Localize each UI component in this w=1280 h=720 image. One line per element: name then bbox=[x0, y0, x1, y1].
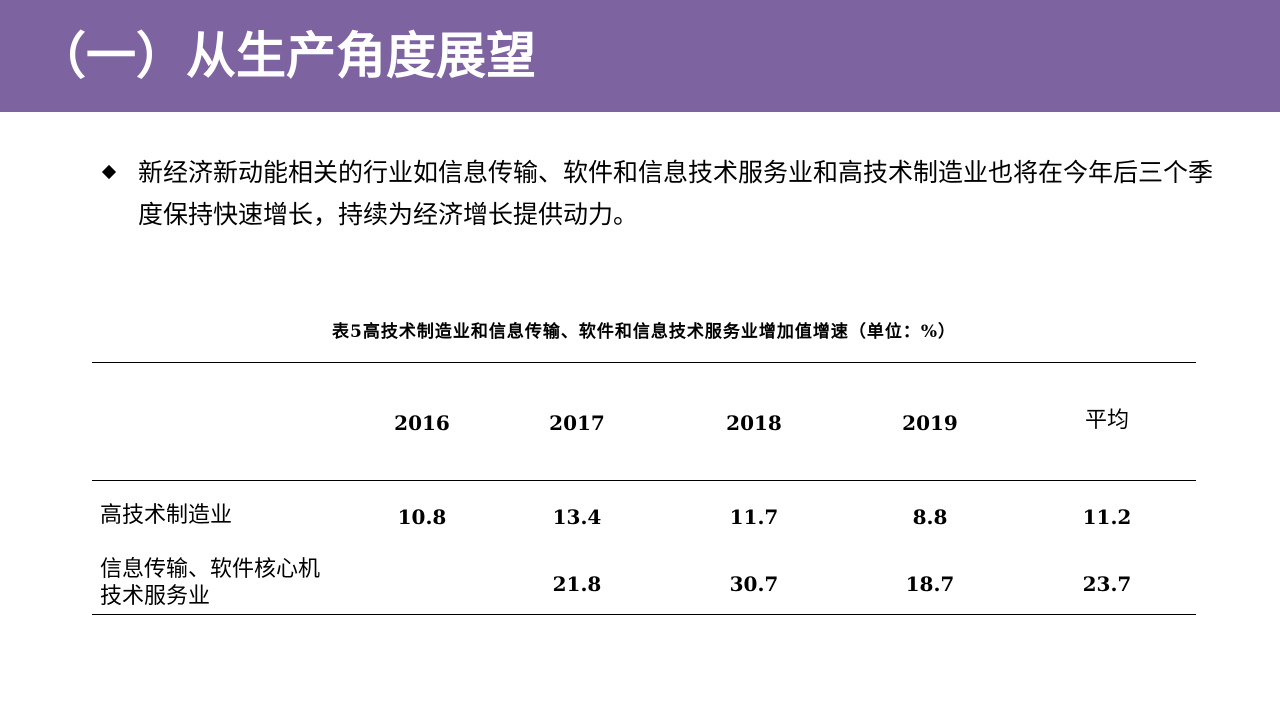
table-cell: 13.4 bbox=[552, 505, 602, 529]
table-cell: 8.8 bbox=[912, 505, 948, 529]
table-cell: 11.2 bbox=[1082, 505, 1132, 529]
table-cell: 23.7 bbox=[1082, 572, 1132, 596]
column-header-average: 平均 bbox=[1084, 408, 1129, 433]
column-header-2017: 2017 bbox=[549, 411, 605, 435]
diamond-bullet-icon bbox=[101, 164, 117, 180]
bullet-text: 新经济新动能相关的行业如信息传输、软件和信息技术服务业和高技术制造业也将在今年后… bbox=[138, 158, 1214, 229]
table-bottom-rule bbox=[92, 614, 1196, 615]
table-cell: 18.7 bbox=[905, 572, 955, 596]
column-header-2019: 2019 bbox=[902, 411, 958, 435]
row-label-high-tech-manufacturing: 高技术制造业 bbox=[100, 503, 233, 528]
table-cell: 10.8 bbox=[397, 505, 447, 529]
table-top-rule bbox=[92, 362, 1196, 363]
table-cell: 11.7 bbox=[729, 505, 779, 529]
table-cell: 30.7 bbox=[729, 572, 779, 596]
row-label-it-services: 信息传输、软件核心机 技术服务业 bbox=[100, 556, 370, 610]
row-label-line: 技术服务业 bbox=[100, 584, 211, 609]
row-label-line: 信息传输、软件核心机 bbox=[100, 557, 321, 582]
column-header-2018: 2018 bbox=[726, 411, 782, 435]
column-header-2016: 2016 bbox=[394, 411, 450, 435]
slide-title: （一）从生产角度展望 bbox=[36, 27, 536, 85]
table-caption: 表5高技术制造业和信息传输、软件和信息技术服务业增加值增速（单位：%） bbox=[332, 322, 956, 342]
title-bar: （一）从生产角度展望 bbox=[0, 0, 1280, 112]
table-header-rule bbox=[92, 480, 1196, 481]
table-cell: 21.8 bbox=[552, 572, 602, 596]
